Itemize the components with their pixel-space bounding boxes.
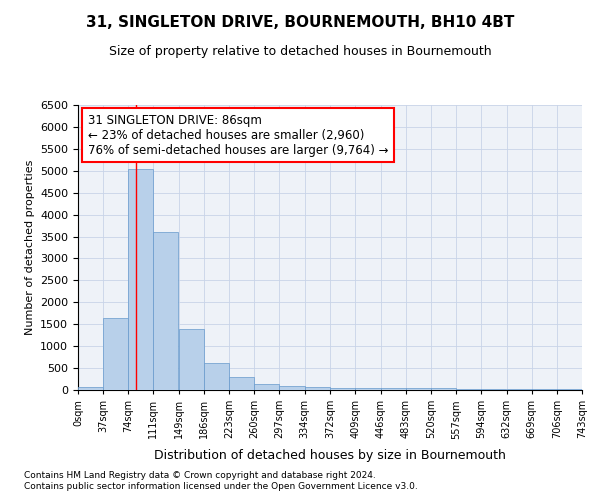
- Bar: [481, 389, 506, 390]
- Bar: [507, 389, 532, 390]
- Bar: [406, 388, 431, 390]
- Text: Size of property relative to detached houses in Bournemouth: Size of property relative to detached ho…: [109, 45, 491, 58]
- Bar: [355, 388, 380, 390]
- Text: Distribution of detached houses by size in Bournemouth: Distribution of detached houses by size …: [154, 448, 506, 462]
- Bar: [254, 384, 280, 390]
- Bar: [229, 378, 254, 390]
- Bar: [456, 388, 481, 390]
- Bar: [78, 386, 103, 390]
- Bar: [331, 388, 355, 390]
- Bar: [103, 318, 128, 390]
- Bar: [179, 328, 204, 390]
- Y-axis label: Number of detached properties: Number of detached properties: [25, 160, 35, 335]
- Text: Contains public sector information licensed under the Open Government Licence v3: Contains public sector information licen…: [24, 482, 418, 491]
- Bar: [204, 363, 229, 390]
- Bar: [532, 389, 557, 390]
- Text: 31 SINGLETON DRIVE: 86sqm
← 23% of detached houses are smaller (2,960)
76% of se: 31 SINGLETON DRIVE: 86sqm ← 23% of detac…: [88, 114, 389, 156]
- Bar: [153, 232, 178, 390]
- Bar: [305, 386, 329, 390]
- Bar: [128, 168, 153, 390]
- Text: 31, SINGLETON DRIVE, BOURNEMOUTH, BH10 4BT: 31, SINGLETON DRIVE, BOURNEMOUTH, BH10 4…: [86, 15, 514, 30]
- Bar: [431, 388, 456, 390]
- Bar: [280, 386, 305, 390]
- Text: Contains HM Land Registry data © Crown copyright and database right 2024.: Contains HM Land Registry data © Crown c…: [24, 470, 376, 480]
- Bar: [380, 388, 406, 390]
